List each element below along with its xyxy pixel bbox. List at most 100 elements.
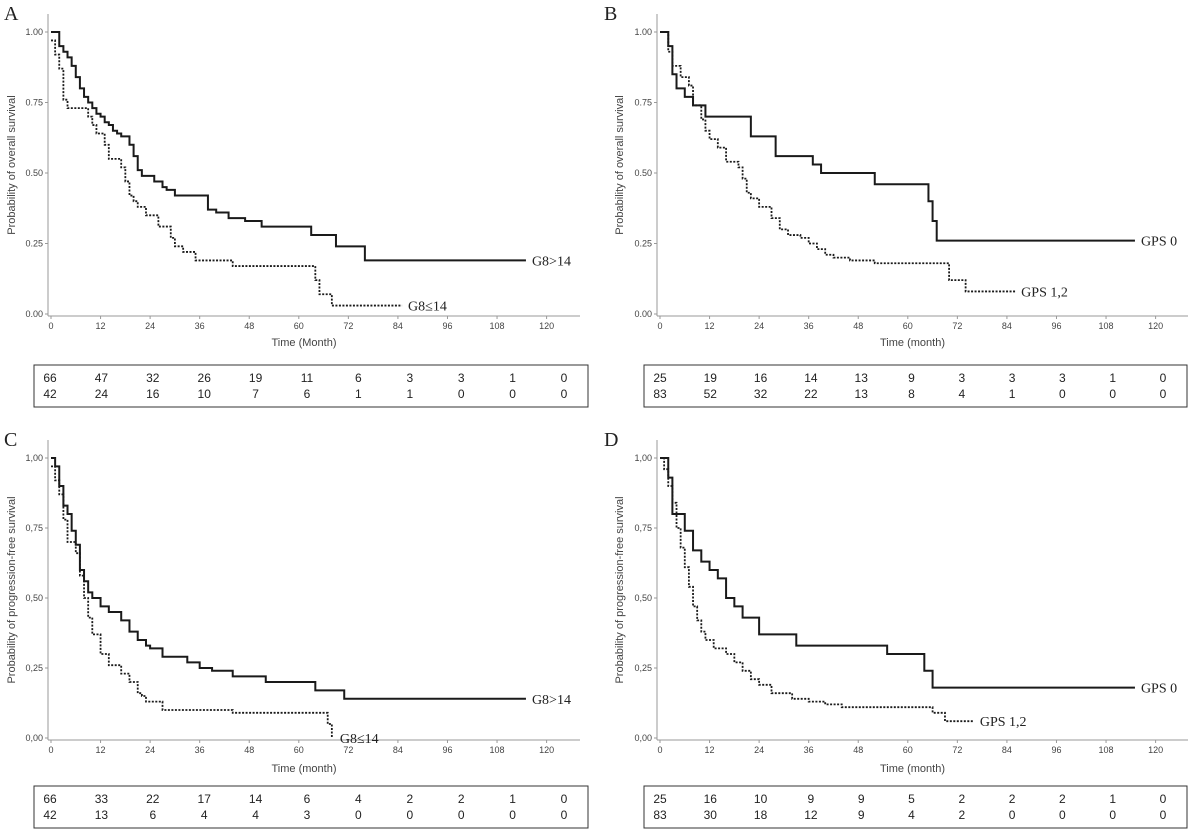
risk-table-cell: 8 (908, 387, 915, 401)
risk-table-cell: 6 (355, 371, 362, 385)
risk-table-cell: 22 (146, 792, 160, 806)
curve-label: G8≤14 (340, 732, 379, 747)
risk-table-cell: 25 (653, 792, 667, 806)
risk-table-cell: 1 (1109, 792, 1116, 806)
x-tick-label: 36 (804, 745, 814, 755)
x-tick-label: 72 (952, 321, 962, 331)
y-tick-label: 0,00 (25, 733, 43, 743)
risk-table-cell: 0 (1109, 808, 1116, 822)
km-curve-solid (660, 31, 1135, 242)
risk-table-cell: 9 (858, 808, 865, 822)
x-tick-label: 120 (539, 321, 554, 331)
x-tick-label: 120 (1148, 745, 1163, 755)
y-tick-label: 0.75 (634, 98, 652, 108)
risk-table-cell: 3 (1009, 371, 1016, 385)
km-curve-dotted (51, 465, 333, 738)
x-tick-label: 84 (393, 321, 403, 331)
risk-table-cell: 0 (561, 371, 568, 385)
risk-table-cell: 66 (43, 371, 57, 385)
y-axis-title: Probability of progression-free survival (614, 496, 626, 683)
risk-table-cell: 9 (908, 371, 915, 385)
risk-table-cell: 7 (252, 387, 259, 401)
risk-table-cell: 2 (458, 792, 465, 806)
x-tick-label: 96 (1051, 321, 1061, 331)
risk-table-cell: 2 (958, 792, 965, 806)
risk-table-cell: 2 (1009, 792, 1016, 806)
risk-table-cell: 0 (458, 808, 465, 822)
y-tick-label: 1,00 (25, 453, 43, 463)
y-tick-label: 0,25 (25, 663, 43, 673)
risk-table-box (33, 364, 589, 408)
y-axis-title: Probability of overall survival (6, 95, 18, 234)
x-tick-label: 108 (1099, 745, 1114, 755)
panel-letter: A (4, 3, 19, 25)
risk-table-cell: 4 (355, 792, 362, 806)
risk-table-cell: 19 (249, 371, 263, 385)
risk-table-cell: 42 (43, 808, 57, 822)
x-tick-label: 120 (1148, 321, 1163, 331)
risk-table-cell: 13 (855, 387, 869, 401)
risk-table-box (33, 785, 589, 829)
risk-table-cell: 66 (43, 792, 57, 806)
risk-table-cell: 6 (149, 808, 156, 822)
risk-table-cell: 4 (252, 808, 259, 822)
risk-table-cell: 1 (1009, 387, 1016, 401)
x-tick-label: 36 (804, 321, 814, 331)
risk-table-cell: 0 (458, 387, 465, 401)
x-tick-label: 12 (705, 321, 715, 331)
curve-label: GPS 0 (1141, 235, 1177, 250)
x-tick-label: 48 (244, 321, 254, 331)
km-curve-solid (51, 457, 526, 700)
y-tick-label: 0.50 (634, 168, 652, 178)
x-tick-label: 48 (244, 745, 254, 755)
x-tick-label: 12 (705, 745, 715, 755)
risk-table-cell: 52 (704, 387, 718, 401)
risk-table-cell: 42 (43, 387, 57, 401)
x-tick-label: 84 (1002, 745, 1012, 755)
risk-table-cell: 3 (1059, 371, 1066, 385)
x-tick-label: 120 (539, 745, 554, 755)
risk-table-cell: 0 (509, 808, 516, 822)
km-curve-solid (660, 457, 1135, 689)
risk-table-cell: 30 (704, 808, 718, 822)
y-tick-label: 0,50 (634, 593, 652, 603)
x-tick-label: 48 (853, 745, 863, 755)
km-curve-solid (51, 31, 526, 262)
x-tick-label: 84 (393, 745, 403, 755)
x-tick-label: 0 (657, 745, 662, 755)
x-tick-label: 24 (754, 745, 764, 755)
risk-table-cell: 25 (653, 371, 667, 385)
risk-table-cell: 12 (804, 808, 818, 822)
risk-table-cell: 14 (249, 792, 263, 806)
y-tick-label: 0.50 (25, 168, 43, 178)
km-curve-dotted (660, 457, 974, 723)
risk-table-cell: 0 (1160, 371, 1167, 385)
x-tick-label: 24 (145, 321, 155, 331)
risk-table-cell: 17 (198, 792, 212, 806)
panel-d: D0,000,250,500,751,000 12 24 36 48 60 72 84 96 10… (604, 429, 1188, 829)
y-tick-label: 0.00 (634, 309, 652, 319)
risk-table-cell: 3 (958, 371, 965, 385)
x-tick-label: 72 (952, 745, 962, 755)
risk-table-cell: 5 (908, 792, 915, 806)
x-tick-label: 24 (145, 745, 155, 755)
panel-a: A0.000.250.500.751.000 12 24 36 48 60 72 84 96 10… (4, 3, 589, 408)
risk-table-cell: 18 (754, 808, 768, 822)
risk-table-cell: 2 (406, 792, 413, 806)
risk-table-cell: 1 (509, 792, 516, 806)
risk-table-cell: 19 (704, 371, 718, 385)
y-tick-label: 0.75 (25, 98, 43, 108)
x-tick-label: 60 (903, 321, 913, 331)
x-axis-title: Time (month) (880, 763, 945, 775)
x-tick-label: 0 (657, 321, 662, 331)
risk-table-cell: 83 (653, 387, 667, 401)
y-tick-label: 0.25 (25, 239, 43, 249)
x-tick-label: 48 (853, 321, 863, 331)
risk-table-cell: 0 (1160, 808, 1167, 822)
risk-table-cell: 0 (355, 808, 362, 822)
x-tick-label: 12 (96, 321, 106, 331)
risk-table-cell: 33 (95, 792, 109, 806)
risk-table-cell: 0 (1109, 387, 1116, 401)
risk-table-cell: 13 (95, 808, 109, 822)
